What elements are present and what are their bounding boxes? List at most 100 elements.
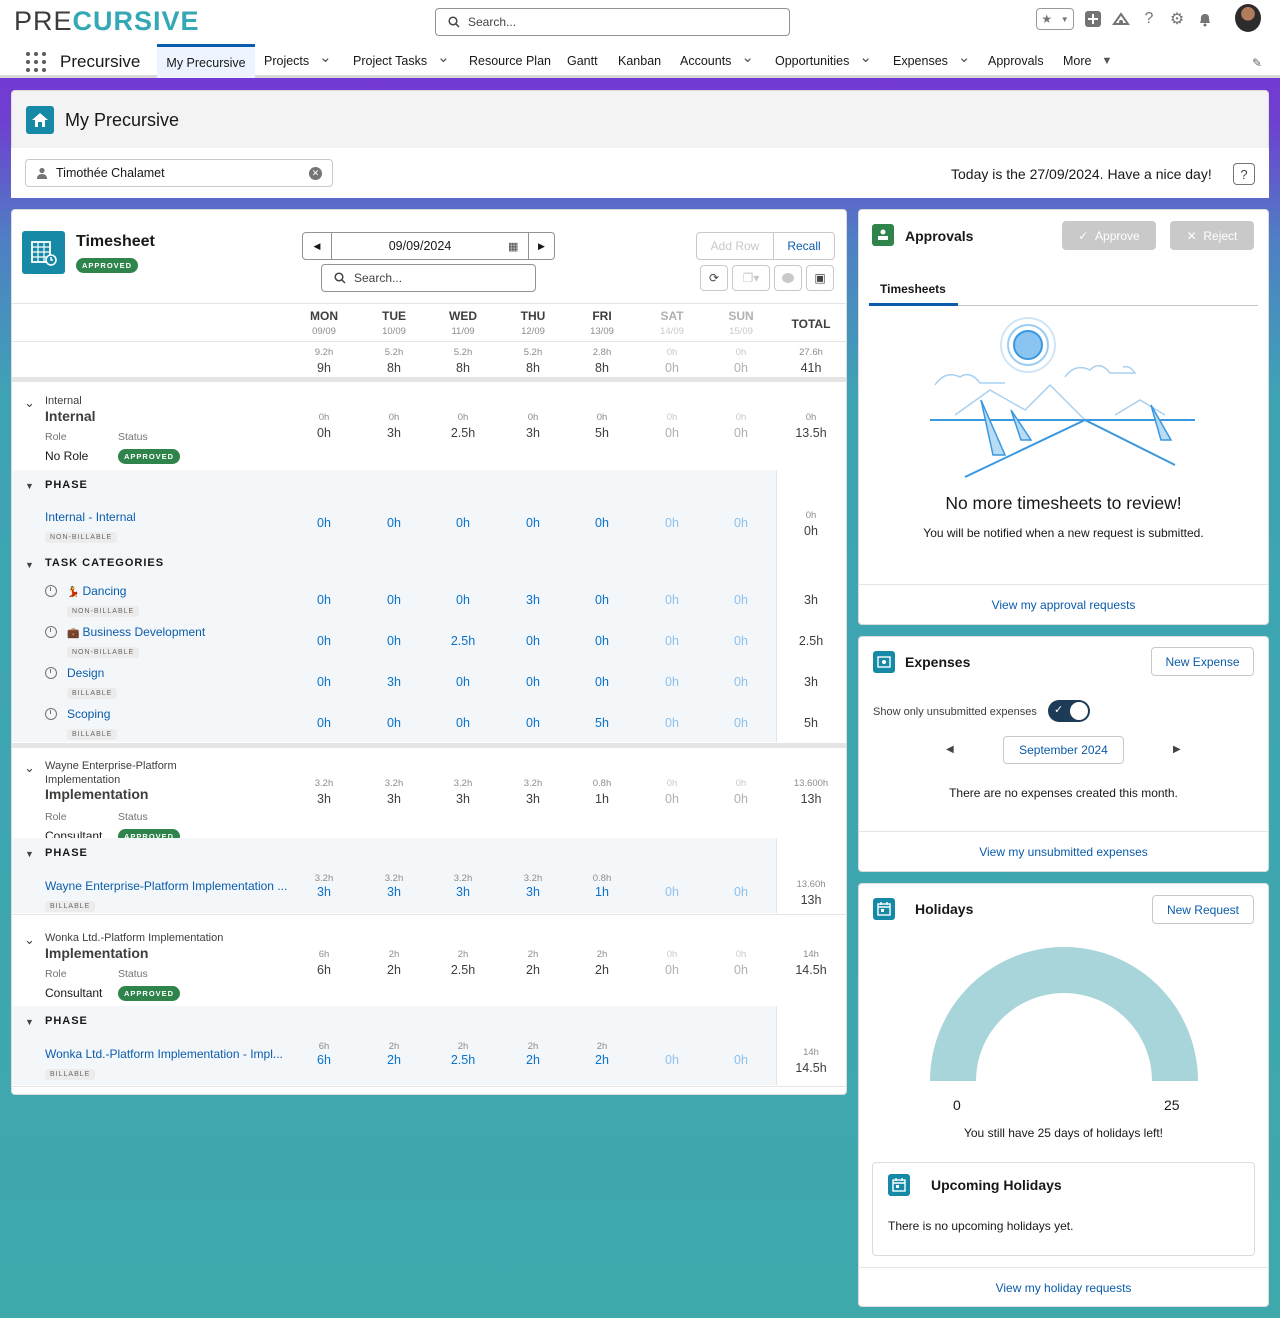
phase-hours-input[interactable]: 0h — [665, 885, 679, 899]
reject-button[interactable]: ✕ Reject — [1170, 221, 1254, 250]
task-hours-input[interactable]: 0h — [665, 593, 679, 607]
collapse-phase-icon[interactable]: ▼ — [25, 481, 34, 491]
phase-hours-input[interactable]: 2.5h — [450, 1053, 476, 1067]
task-hours-input[interactable]: 0h — [387, 593, 401, 607]
task-hours-input[interactable]: 3h — [387, 675, 401, 689]
next-month-icon[interactable]: ▶ — [1173, 744, 1181, 755]
collapse-phase-icon[interactable]: ▼ — [25, 849, 34, 859]
task-hours-input[interactable]: 0h — [456, 675, 470, 689]
prev-month-icon[interactable]: ◀ — [946, 744, 954, 755]
nav-item-kanban[interactable]: Kanban — [618, 44, 661, 78]
calendar-icon[interactable]: ▦ — [508, 240, 519, 253]
phase-name[interactable]: Internal - Internal — [45, 510, 136, 524]
collapse-group-icon[interactable]: ⌄ — [24, 760, 35, 775]
global-search-input[interactable]: Search... — [435, 8, 790, 36]
view-approval-requests-link[interactable]: View my approval requests — [991, 598, 1136, 612]
task-hours-input[interactable]: 0h — [526, 716, 540, 730]
phase-hours-input[interactable]: 0h — [387, 516, 401, 530]
task-hours-input[interactable]: 0h — [665, 716, 679, 730]
unsubmitted-toggle[interactable]: ✓ — [1048, 700, 1090, 722]
phase-hours-input[interactable]: 0h — [734, 885, 748, 899]
phase-hours-input[interactable]: 6h — [317, 1053, 331, 1067]
task-hours-input[interactable]: 0h — [734, 593, 748, 607]
recall-button[interactable]: Recall — [773, 232, 835, 260]
month-picker-button[interactable]: September 2024 — [1003, 736, 1124, 764]
add-row-button[interactable]: Add Row — [696, 232, 774, 260]
approve-button[interactable]: ✓ Approve — [1062, 221, 1156, 250]
task-hours-input[interactable]: 0h — [317, 634, 331, 648]
phase-hours-input[interactable]: 0h — [665, 516, 679, 530]
phase-name[interactable]: Wayne Enterprise-Platform Implementation… — [45, 879, 288, 893]
refresh-button[interactable]: ⟳ — [700, 265, 728, 291]
new-holiday-request-button[interactable]: New Request — [1152, 895, 1254, 924]
nav-item-more[interactable]: More ▼ — [1063, 44, 1112, 78]
task-hours-input[interactable]: 0h — [595, 634, 609, 648]
nav-item-my-precursive[interactable]: My Precursive — [157, 44, 255, 78]
week-date-value[interactable]: 09/09/2024 — [388, 239, 452, 253]
chevron-down-icon[interactable]: ⌄ — [319, 49, 332, 66]
app-launcher-icon[interactable] — [26, 52, 46, 72]
help-icon[interactable]: ? — [1144, 10, 1154, 27]
phase-hours-input[interactable]: 2h — [387, 1053, 401, 1067]
task-hours-input[interactable]: 2.5h — [450, 634, 476, 648]
collapse-group-icon[interactable]: ⌄ — [24, 932, 35, 947]
task-hours-input[interactable]: 0h — [665, 634, 679, 648]
nav-item-gantt[interactable]: Gantt — [567, 44, 598, 78]
task-hours-input[interactable]: 5h — [595, 716, 609, 730]
comment-button[interactable] — [774, 265, 802, 291]
phase-hours-input[interactable]: 0h — [317, 516, 331, 530]
nav-item-approvals[interactable]: Approvals — [988, 44, 1044, 78]
phase-hours-input[interactable]: 2h — [526, 1053, 540, 1067]
phase-hours-input[interactable]: 0h — [665, 1053, 679, 1067]
bell-icon[interactable] — [1196, 10, 1214, 28]
nav-item-expenses[interactable]: Expenses ⌄ — [893, 44, 970, 78]
timesheet-search-input[interactable]: Search... — [321, 264, 536, 292]
collapse-phase-icon[interactable]: ▼ — [25, 1017, 34, 1027]
task-hours-input[interactable]: 3h — [526, 593, 540, 607]
calendar-button[interactable]: ▣ — [806, 265, 834, 291]
clear-user-icon[interactable]: ✕ — [309, 167, 322, 180]
chevron-down-icon[interactable]: ⌄ — [741, 49, 754, 66]
phase-hours-input[interactable]: 3h — [387, 885, 401, 899]
phase-hours-input[interactable]: 2h — [595, 1053, 609, 1067]
task-hours-input[interactable]: 0h — [734, 716, 748, 730]
chevron-down-icon[interactable]: ⌄ — [437, 49, 450, 66]
task-name[interactable]: Design — [67, 666, 104, 680]
view-unsubmitted-expenses-link[interactable]: View my unsubmitted expenses — [979, 845, 1148, 859]
trailhead-icon[interactable] — [1112, 10, 1130, 28]
prev-week-button[interactable]: ◀ — [303, 233, 332, 259]
task-hours-input[interactable]: 0h — [526, 634, 540, 648]
nav-item-project-tasks[interactable]: Project Tasks ⌄ — [353, 44, 450, 78]
task-hours-input[interactable]: 0h — [456, 593, 470, 607]
phase-hours-input[interactable]: 1h — [595, 885, 609, 899]
task-hours-input[interactable]: 0h — [387, 634, 401, 648]
phase-hours-input[interactable]: 0h — [595, 516, 609, 530]
gear-icon[interactable]: ⚙ — [1169, 11, 1185, 28]
task-name[interactable]: Scoping — [67, 707, 110, 721]
phase-name[interactable]: Wonka Ltd.-Platform Implementation - Imp… — [45, 1047, 283, 1061]
phase-hours-input[interactable]: 3h — [317, 885, 331, 899]
collapse-group-icon[interactable]: ⌄ — [24, 395, 35, 410]
task-hours-input[interactable]: 0h — [734, 675, 748, 689]
next-week-button[interactable]: ▶ — [528, 233, 554, 259]
new-expense-button[interactable]: New Expense — [1151, 647, 1254, 676]
phase-hours-input[interactable]: 3h — [526, 885, 540, 899]
tab-timesheets[interactable]: Timesheets — [880, 282, 946, 296]
chevron-down-icon[interactable]: ⌄ — [859, 49, 872, 66]
chevron-down-icon[interactable]: ⌄ — [957, 49, 971, 66]
phase-hours-input[interactable]: 0h — [526, 516, 540, 530]
task-hours-input[interactable]: 0h — [526, 675, 540, 689]
phase-hours-input[interactable]: 3h — [456, 885, 470, 899]
phase-hours-input[interactable]: 0h — [456, 516, 470, 530]
edit-nav-icon[interactable]: ✎ — [1252, 56, 1263, 70]
nav-item-opportunities[interactable]: Opportunities ⌄ — [775, 44, 872, 78]
copy-menu-button[interactable]: ❐▾ — [732, 265, 770, 291]
favorites-button[interactable]: ★ ▼ — [1036, 8, 1074, 30]
collapse-tasks-icon[interactable]: ▼ — [25, 560, 34, 570]
task-hours-input[interactable]: 0h — [595, 593, 609, 607]
task-hours-input[interactable]: 0h — [665, 675, 679, 689]
task-name[interactable]: 💼 Business Development — [67, 625, 205, 639]
week-date-picker[interactable]: ◀ 09/09/2024 ▦ ▶ — [302, 232, 555, 260]
task-name[interactable]: 💃 Dancing — [67, 584, 126, 598]
task-hours-input[interactable]: 0h — [387, 716, 401, 730]
